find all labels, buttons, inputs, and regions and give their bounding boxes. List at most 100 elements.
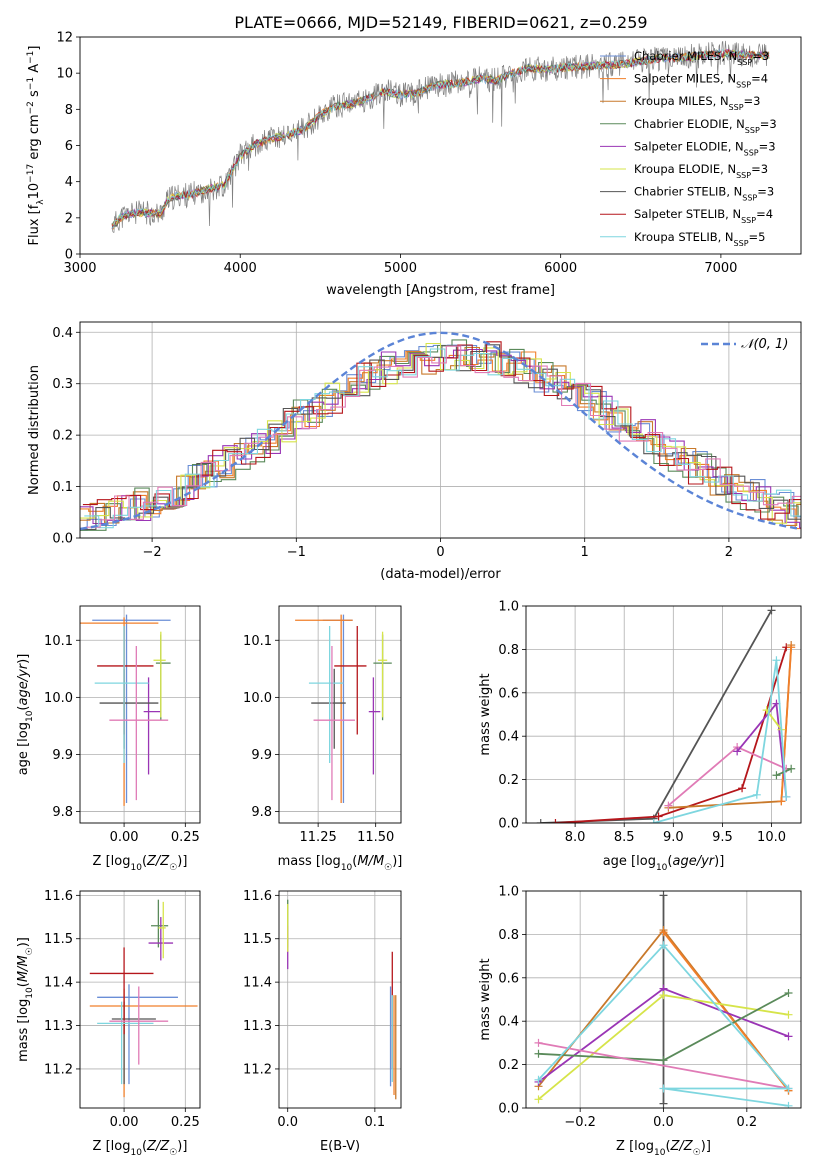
label-part: mass [log [16,999,31,1062]
label-part: 10 [130,863,142,873]
legend-label: Kroupa MILES, N [634,94,729,108]
y-tick-label: 11.5 [44,932,73,947]
histogram-series [80,348,801,529]
weight-marker [659,891,668,900]
label-part: 10 [27,183,42,200]
x-tick-label: 0.25 [171,830,200,845]
weight-line [667,745,787,807]
label-part: erg cm [27,114,42,163]
x-axis-label: wavelength [Angstrom, rest frame] [326,283,555,298]
x-tick-label: 0 [436,545,444,560]
weight-marker [772,771,781,780]
x-tick-label: 1 [581,545,589,560]
weight-marker [772,656,781,665]
chart-age-vs-Z: 0.00 0.259.89.910.010.1Z [log10(Z/Z☉)]age… [16,605,201,873]
y-tick-label: 1.0 [498,885,519,900]
label-part: )] [16,937,31,947]
legend-entry: Chabrier MILES, NSSP=3 [634,49,769,67]
legend-suffix: =3 [760,117,777,131]
figure-title: PLATE=0666, MJD=52149, FIBERID=0621, z=0… [234,13,647,32]
legend-entry: Chabrier ELODIE, NSSP=3 [634,117,777,135]
x-tick-label: 0.2 [736,1115,757,1130]
legend-suffix: =5 [749,230,766,244]
label-part: age [log [603,854,656,869]
label-part: −1 [26,51,36,64]
x-axis-label: (data-model)/error [380,567,501,582]
legend-entry: Salpeter MILES, NSSP=4 [634,72,768,90]
label-part: )] [177,1139,187,1154]
y-tick-label: 0.2 [498,773,519,788]
x-tick-label: 8.0 [565,830,586,845]
legend-sub: SSP [736,171,751,180]
legend-label: Salpeter MILES, N [634,72,736,86]
label-part: Z [log [93,854,131,869]
x-tick-label: 0.00 [110,1115,139,1130]
legend-suffix: =3 [744,94,761,108]
weight-marker [784,1032,793,1041]
label-part: ( [16,706,31,711]
model-spectrum [111,49,770,229]
y-tick-label: 10.0 [44,691,73,706]
legend-label: Salpeter ELODIE, N [634,139,744,153]
weight-marker [659,1056,668,1065]
x-axis-label: mass [log10(M/M☉)] [278,854,403,873]
y-tick-label: 9.8 [251,805,272,820]
y-axis-label: age [log10(age/yr)] [16,654,35,776]
x-tick-label: 0.0 [653,1115,674,1130]
y-tick-label: 1.0 [498,600,519,615]
weight-marker [649,819,658,823]
label-part: )] [392,854,402,869]
y-tick-label: 8 [65,103,73,118]
x-tick-label: 0.25 [171,1115,200,1130]
x-axis-label: age [log10(age/yr)] [603,854,725,873]
x-tick-label: 10.0 [757,830,786,845]
weight-marker [782,792,791,801]
histogram-series [80,344,801,531]
axes-frame [79,321,802,539]
weight-marker [659,1099,668,1108]
legend-entry: 𝒩(0, 1) [741,337,788,352]
x-tick-label: 0.00 [110,830,139,845]
x-tick-label: 8.5 [614,830,635,845]
y-tick-label: 0.6 [498,686,519,701]
legend-label: Chabrier MILES, N [634,49,737,63]
normal-curve [80,331,801,531]
weight-marker [534,1049,543,1058]
y-tick-label: 0.8 [498,643,519,658]
label-part: ( [142,1139,147,1154]
chart-spectrum: 3000 4000 5000 6000 7000 0 2 4 6 8 10 12 Chabrier MI… [26,31,802,298]
y-axis-label: Normed distribution [27,365,42,495]
legend-suffix: =3 [759,139,776,153]
histogram-series [80,346,801,526]
legend-sub: SSP [744,148,759,157]
weight-line [538,1042,789,1090]
y-tick-label: 11.2 [44,1062,73,1077]
y-axis-label: mass weight [478,673,493,755]
label-part: ☉ [693,1148,701,1158]
y-tick-label: 11.3 [44,1019,73,1034]
x-tick-label: 3000 [63,261,96,276]
spectrum-data [111,40,770,233]
weight-marker [536,819,545,823]
legend-label: Kroupa ELODIE, N [634,162,736,176]
label-part: −17 [26,164,36,183]
label-part: −1 [26,77,36,90]
label-part: ☉ [25,947,35,955]
label-part: −2 [26,101,36,114]
chart-weight-vs-Z: −0.2 0.0 0.2 0.0 0.2 0.4 0.6 0.8 1.0 Z [log10(Z/Z… [478,885,802,1158]
legend-entry: Salpeter STELIB, NSSP=4 [634,207,773,225]
y-tick-label: 10.0 [243,691,272,706]
label-part: Z/Z [146,1139,170,1154]
errorbar-data [80,614,171,806]
axes-frame [79,890,201,1109]
legend-label: Chabrier ELODIE, N [634,117,745,131]
y-tick-label: 0.3 [52,377,73,392]
label-part: ☉ [384,863,392,873]
y-tick-label: 2 [65,211,73,226]
label-part: A [27,64,42,77]
legend-sub: SSP [745,125,760,134]
legend-label: Salpeter STELIB, N [634,207,741,221]
y-tick-label: 0.2 [498,1058,519,1073]
